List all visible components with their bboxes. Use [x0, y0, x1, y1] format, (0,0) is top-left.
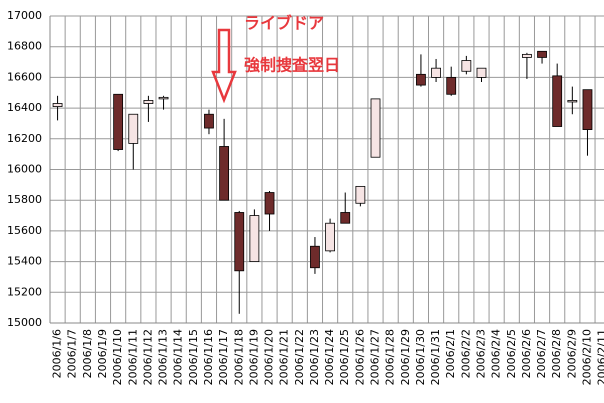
- candle-body: [476, 67, 487, 78]
- x-tick-label: 2006/1/8: [81, 329, 94, 378]
- candle-body: [431, 67, 441, 78]
- x-tick-label: 2006/1/20: [263, 329, 276, 385]
- candle-body: [537, 50, 547, 58]
- x-tick-label: 2006/2/1: [444, 329, 457, 378]
- x-tick-label: 2006/1/7: [66, 329, 79, 378]
- candle-body: [567, 100, 578, 103]
- x-tick-label: 2006/1/18: [232, 329, 245, 385]
- x-tick-label: 2006/2/9: [565, 329, 578, 378]
- x-tick-label: 2006/1/29: [399, 329, 412, 385]
- x-tick-label: 2006/1/19: [247, 329, 260, 385]
- candle-body: [234, 212, 245, 272]
- x-tick-label: 2006/1/26: [353, 329, 366, 385]
- candle-body: [204, 113, 214, 129]
- x-tick-label: 2006/1/10: [111, 329, 124, 385]
- candle-body: [355, 185, 366, 204]
- y-tick-label: 16000: [7, 163, 42, 176]
- candle-body: [249, 215, 260, 263]
- y-tick-label: 16400: [7, 101, 42, 114]
- x-tick-label: 2006/1/16: [202, 329, 215, 385]
- candle-body: [461, 60, 472, 72]
- candle-body: [158, 96, 169, 100]
- y-tick-label: 15800: [7, 193, 42, 206]
- x-tick-label: 2006/1/31: [429, 329, 442, 385]
- x-tick-label: 2006/1/24: [323, 329, 336, 385]
- y-tick-label: 15200: [7, 285, 42, 298]
- x-tick-label: 2006/1/22: [293, 329, 306, 385]
- x-tick-label: 2006/1/25: [338, 329, 351, 385]
- x-tick-label: 2006/1/28: [384, 329, 397, 385]
- candle-body: [522, 53, 532, 58]
- candle-body: [582, 89, 593, 130]
- x-tick-label: 2006/1/23: [308, 329, 321, 385]
- annotation: ライブドア: [244, 14, 324, 33]
- y-tick-label: 16800: [7, 40, 42, 53]
- candle-body: [552, 75, 563, 127]
- x-tick-label: 2006/1/6: [51, 329, 64, 378]
- candle-body: [52, 103, 63, 107]
- x-tick-label: 2006/2/4: [490, 329, 503, 378]
- candle-body: [113, 93, 124, 150]
- candle-body: [128, 113, 139, 144]
- y-tick-label: 16200: [7, 132, 42, 145]
- x-tick-label: 2006/1/21: [278, 329, 291, 385]
- candle-body: [416, 73, 426, 86]
- annotation: 強制捜査翌日: [244, 56, 340, 75]
- x-tick-label: 2006/2/10: [580, 329, 593, 385]
- candle-body: [325, 222, 335, 252]
- x-tick-label: 2006/1/14: [172, 329, 185, 385]
- candle-body: [143, 100, 154, 104]
- x-tick-label: 2006/1/13: [157, 329, 170, 385]
- candle-body: [340, 212, 351, 224]
- y-tick-label: 15400: [7, 255, 42, 268]
- x-tick-label: 2006/1/17: [217, 329, 230, 385]
- x-tick-label: 2006/1/30: [414, 329, 427, 385]
- y-tick-label: 16600: [7, 70, 42, 83]
- x-tick-label: 2006/2/5: [505, 329, 518, 378]
- x-tick-label: 2006/2/6: [520, 329, 533, 378]
- candle-body: [370, 98, 381, 158]
- x-tick-label: 2006/1/9: [96, 329, 109, 378]
- x-tick-label: 2006/1/12: [141, 329, 154, 385]
- x-tick-label: 2006/2/8: [550, 329, 563, 378]
- candle-body: [310, 245, 320, 269]
- y-tick-label: 15600: [7, 224, 42, 237]
- x-tick-label: 2006/2/3: [474, 329, 487, 378]
- y-tick-label: 17000: [7, 9, 42, 22]
- candle-body: [446, 77, 457, 95]
- x-tick-label: 2006/1/15: [187, 329, 200, 385]
- candle-body: [264, 192, 275, 215]
- arrow: [211, 28, 237, 104]
- x-tick-label: 2006/1/11: [126, 329, 139, 385]
- x-tick-label: 2006/2/11: [596, 329, 604, 385]
- y-tick-label: 15000: [7, 316, 42, 329]
- x-tick-label: 2006/2/7: [535, 329, 548, 378]
- candle-body: [219, 146, 230, 201]
- x-tick-label: 2006/2/2: [459, 329, 472, 378]
- x-tick-label: 2006/1/27: [369, 329, 382, 385]
